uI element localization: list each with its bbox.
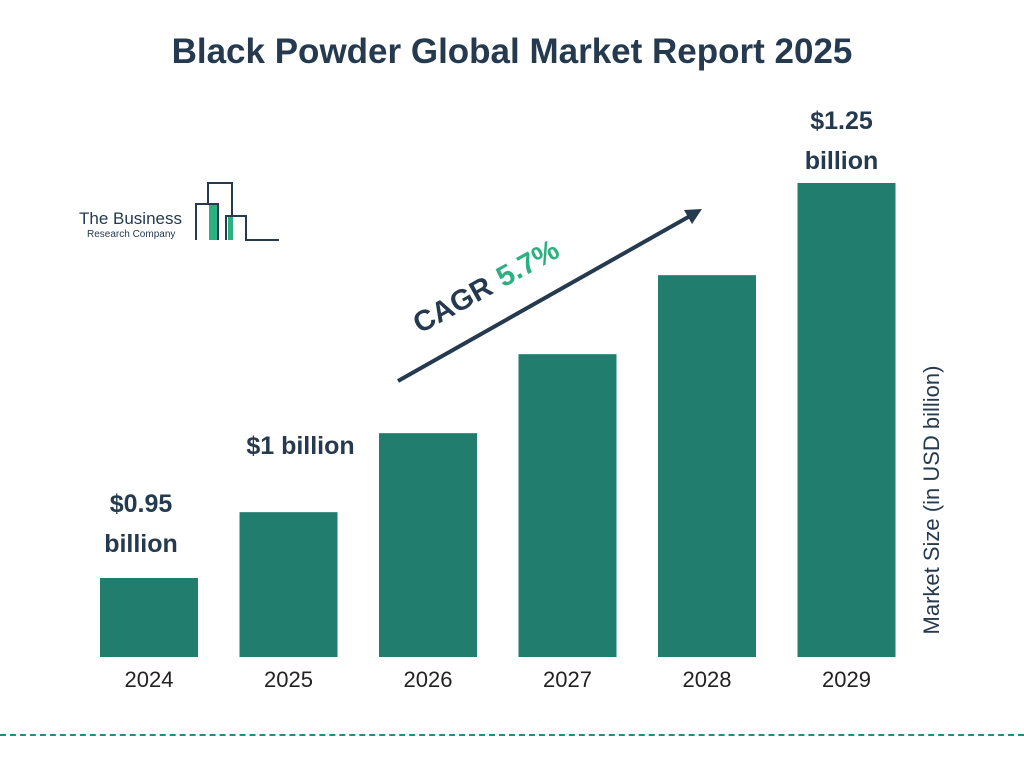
arrow-head-icon <box>684 209 702 224</box>
cagr-value: 5.7% <box>491 234 565 294</box>
bar-2026 <box>379 433 477 657</box>
bar-2029 <box>797 183 896 657</box>
bar-2024 <box>100 578 198 657</box>
x-tick-label: 2029 <box>822 667 871 692</box>
logo-text-2: Research Company <box>87 229 175 240</box>
x-tick-label: 2024 <box>125 667 174 692</box>
x-tick-label: 2027 <box>543 667 592 692</box>
cagr-label: CAGR <box>408 271 498 340</box>
logo: The Business Research Company <box>79 182 279 241</box>
data-label: $0.95 <box>110 490 173 518</box>
data-label: billion <box>805 147 879 175</box>
x-tick-label: 2026 <box>404 667 453 692</box>
data-label: $1 billion <box>246 432 354 460</box>
bar-2027 <box>518 354 617 657</box>
y-axis-label: Market Size (in USD billion) <box>919 365 944 635</box>
chart-title: Black Powder Global Market Report 2025 <box>171 32 853 71</box>
divider <box>0 734 1024 736</box>
data-label: $1.25 <box>810 107 873 135</box>
bar-2028 <box>658 275 756 657</box>
data-label: billion <box>104 530 178 558</box>
logo-text-1: The Business <box>79 209 182 228</box>
x-tick-label: 2028 <box>683 667 732 692</box>
x-tick-label: 2025 <box>264 667 313 692</box>
bar-2025 <box>239 512 338 657</box>
svg-text:CAGR5.7%: CAGR5.7% <box>408 234 565 340</box>
